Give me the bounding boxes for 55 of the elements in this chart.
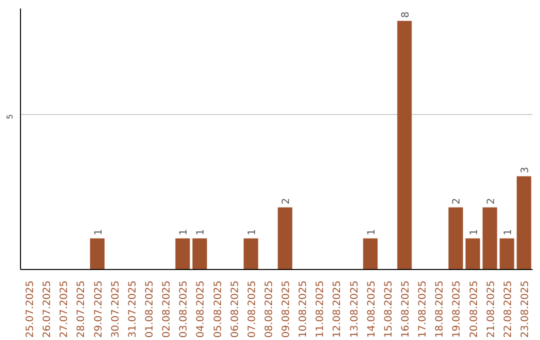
x-tick-label: 20.08.2025 bbox=[468, 280, 480, 338]
bar bbox=[90, 238, 105, 270]
x-tick-label: 11.08.2025 bbox=[315, 280, 326, 338]
data-label: 1 bbox=[178, 229, 190, 236]
x-tick-label: 06.08.2025 bbox=[230, 280, 241, 338]
x-tick-label: 02.08.2025 bbox=[162, 280, 173, 338]
bar bbox=[278, 207, 292, 270]
x-tick-label: 21.08.2025 bbox=[486, 280, 497, 338]
x-tick-label: 01.08.2025 bbox=[144, 280, 156, 338]
x-tick-label: 12.08.2025 bbox=[332, 280, 344, 338]
y-tick-label: 5 bbox=[6, 114, 14, 120]
x-tick-label: 10.08.2025 bbox=[298, 280, 310, 338]
x-tick-label: 05.08.2025 bbox=[212, 280, 224, 338]
bar bbox=[175, 238, 190, 270]
x-tick-label: 14.08.2025 bbox=[366, 280, 378, 338]
data-label: 2 bbox=[486, 198, 497, 204]
x-tick-label: 18.08.2025 bbox=[434, 280, 446, 338]
x-tick-label: 16.08.2025 bbox=[400, 280, 412, 338]
x-tick-label: 30.07.2025 bbox=[110, 280, 122, 338]
x-tick-label: 04.08.2025 bbox=[196, 280, 207, 338]
x-tick-label: 26.07.2025 bbox=[42, 280, 54, 338]
data-label: 1 bbox=[468, 229, 480, 236]
x-tick-label: 28.07.2025 bbox=[76, 280, 88, 338]
bar bbox=[500, 238, 514, 270]
x-tick-label: 09.08.2025 bbox=[281, 280, 292, 338]
x-tick-label: 08.08.2025 bbox=[264, 280, 275, 338]
x-tick-label: 27.07.2025 bbox=[59, 280, 70, 338]
x-tick-label: 23.08.2025 bbox=[520, 280, 531, 338]
bar bbox=[482, 207, 498, 270]
bar bbox=[244, 238, 258, 270]
bar bbox=[516, 176, 532, 270]
data-label: 1 bbox=[246, 229, 258, 236]
bar bbox=[363, 238, 378, 270]
x-tick-label: 19.08.2025 bbox=[452, 280, 463, 338]
x-tick-label: 22.08.2025 bbox=[502, 280, 514, 338]
x-tick-label: 17.08.2025 bbox=[418, 280, 429, 338]
data-label: 1 bbox=[196, 229, 207, 236]
x-tick-label: 25.07.2025 bbox=[25, 280, 36, 338]
data-label: 3 bbox=[520, 166, 531, 174]
data-label: 1 bbox=[366, 229, 378, 236]
bar bbox=[466, 238, 480, 270]
data-label: 2 bbox=[281, 198, 292, 204]
data-label: 2 bbox=[452, 198, 463, 204]
x-tick-label: 13.08.2025 bbox=[349, 280, 360, 338]
x-tick-label: 31.07.2025 bbox=[127, 280, 138, 338]
data-label: 8 bbox=[400, 12, 412, 18]
bar bbox=[397, 20, 412, 270]
data-label: 1 bbox=[93, 229, 104, 236]
data-label: 1 bbox=[502, 229, 514, 236]
x-tick-label: 29.07.2025 bbox=[93, 280, 104, 338]
bar bbox=[448, 207, 463, 270]
x-tick-label: 07.08.2025 bbox=[246, 280, 258, 338]
x-tick-label: 03.08.2025 bbox=[178, 280, 190, 338]
bar bbox=[192, 238, 207, 270]
x-tick-label: 15.08.2025 bbox=[383, 280, 394, 338]
